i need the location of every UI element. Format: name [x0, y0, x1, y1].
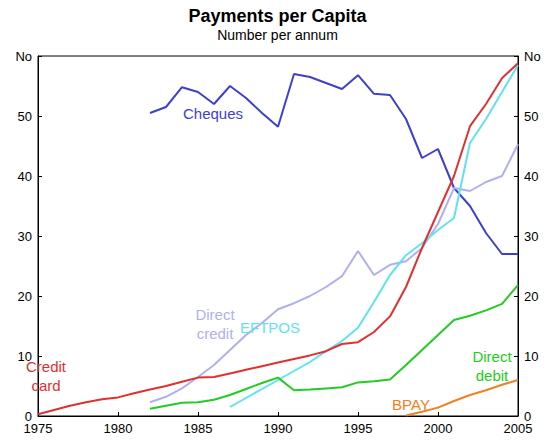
svg-text:EFTPOS: EFTPOS: [240, 319, 300, 336]
svg-text:debit: debit: [476, 367, 509, 384]
svg-text:Cheques: Cheques: [183, 105, 243, 122]
svg-text:Payments per Capita: Payments per Capita: [188, 6, 367, 26]
svg-text:Direct: Direct: [472, 348, 512, 365]
svg-text:1975: 1975: [24, 421, 53, 436]
svg-text:Credit: Credit: [26, 358, 67, 375]
svg-text:No: No: [524, 49, 541, 64]
svg-text:50: 50: [524, 109, 538, 124]
svg-text:30: 30: [524, 229, 538, 244]
svg-text:0: 0: [24, 408, 32, 424]
svg-text:1990: 1990: [264, 421, 293, 436]
svg-text:10: 10: [17, 348, 32, 364]
svg-text:credit: credit: [197, 325, 235, 342]
svg-text:50: 50: [18, 109, 32, 124]
svg-text:1995: 1995: [344, 421, 373, 436]
svg-text:2000: 2000: [424, 421, 453, 436]
svg-text:2005: 2005: [504, 421, 533, 436]
svg-text:1985: 1985: [184, 421, 213, 436]
svg-text:40: 40: [524, 169, 538, 184]
svg-text:20: 20: [524, 289, 538, 304]
svg-text:30: 30: [18, 229, 32, 244]
svg-text:1980: 1980: [104, 421, 133, 436]
svg-text:BPAY: BPAY: [392, 396, 430, 413]
svg-text:Number per annum: Number per annum: [217, 27, 338, 43]
svg-text:20: 20: [18, 289, 32, 304]
svg-text:10: 10: [524, 349, 538, 364]
svg-text:Direct: Direct: [195, 306, 235, 323]
svg-text:0: 0: [524, 408, 532, 424]
svg-text:card: card: [31, 377, 60, 394]
svg-text:40: 40: [18, 169, 32, 184]
svg-text:No: No: [15, 49, 32, 64]
